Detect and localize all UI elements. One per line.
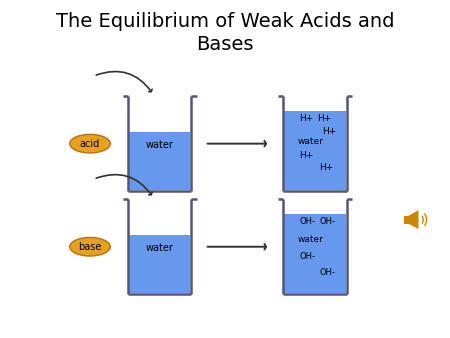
Bar <box>284 111 346 190</box>
Text: H+: H+ <box>322 127 336 136</box>
Text: water: water <box>146 243 174 254</box>
Text: acid: acid <box>80 139 100 149</box>
Text: base: base <box>78 242 102 252</box>
Polygon shape <box>409 210 419 229</box>
Bar <box>284 214 346 293</box>
Text: H+: H+ <box>317 114 332 123</box>
Text: water: water <box>297 236 324 244</box>
Text: Bases: Bases <box>196 35 254 54</box>
Text: water: water <box>297 138 324 146</box>
Ellipse shape <box>70 237 110 256</box>
FancyBboxPatch shape <box>404 216 409 224</box>
Text: OH-: OH- <box>320 268 336 276</box>
Text: OH-: OH- <box>299 252 315 261</box>
Text: OH-: OH- <box>299 217 315 226</box>
Ellipse shape <box>70 135 110 153</box>
Text: H+: H+ <box>320 163 334 172</box>
Text: OH-: OH- <box>320 217 336 226</box>
Text: The Equilibrium of Weak Acids and: The Equilibrium of Weak Acids and <box>56 12 394 31</box>
Text: H+: H+ <box>299 151 314 160</box>
Bar <box>129 132 190 190</box>
Bar <box>129 235 190 293</box>
Text: water: water <box>146 140 174 150</box>
Text: H+: H+ <box>299 114 314 123</box>
